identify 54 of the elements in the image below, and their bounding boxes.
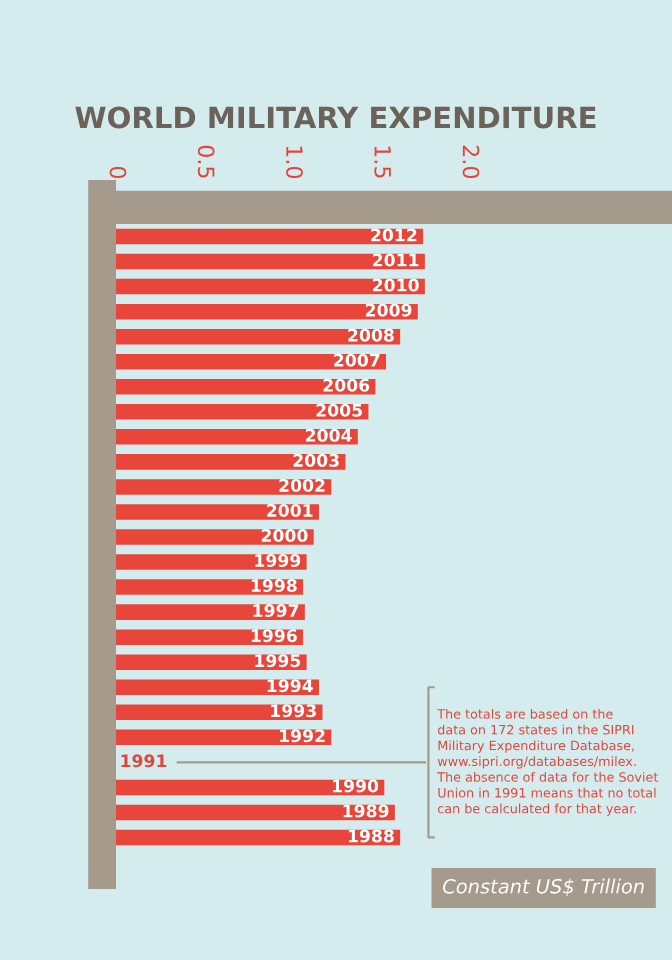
y-tick-label: 1989 bbox=[343, 804, 389, 818]
bar bbox=[116, 829, 401, 846]
bar bbox=[116, 554, 307, 570]
chart-title: WORLD MILITARY EXPENDITURE bbox=[75, 106, 596, 129]
y-tick-label: 2008 bbox=[348, 328, 394, 342]
y-tick-label: 2009 bbox=[365, 303, 412, 317]
y-tick-label: 1995 bbox=[255, 654, 301, 668]
bar bbox=[116, 679, 319, 695]
y-tick-label: 2007 bbox=[334, 353, 380, 367]
y-tick-label: 2001 bbox=[267, 503, 313, 517]
bar bbox=[116, 379, 376, 395]
y-tick-label: 2010 bbox=[373, 278, 419, 292]
y-tick-label: 2002 bbox=[279, 478, 325, 492]
y-tick-label: 2003 bbox=[293, 453, 339, 467]
bar bbox=[116, 404, 369, 420]
x-tick-label: 0.5 bbox=[197, 145, 215, 178]
bar bbox=[116, 303, 418, 320]
bar bbox=[116, 353, 387, 370]
bar bbox=[116, 328, 401, 345]
x-tick-label: 1.5 bbox=[374, 146, 391, 178]
y-tick-label: 1993 bbox=[271, 704, 316, 718]
bar bbox=[116, 228, 424, 245]
y-tick-label: 2011 bbox=[373, 253, 419, 267]
bar bbox=[116, 253, 425, 270]
y-tick-label: 1992 bbox=[280, 729, 325, 743]
bar bbox=[116, 479, 332, 495]
x-axis-title: Constant US$ Trillion bbox=[443, 878, 644, 897]
y-tick-label: 1998 bbox=[251, 579, 297, 593]
x-tick-label: 2.0 bbox=[462, 145, 480, 179]
bar bbox=[116, 804, 395, 821]
bar bbox=[116, 429, 358, 445]
bar bbox=[116, 454, 346, 470]
bar bbox=[116, 779, 385, 796]
y-tick-label: 2006 bbox=[323, 378, 370, 392]
bar bbox=[116, 629, 304, 645]
y-tick-label: 1997 bbox=[253, 604, 299, 618]
y-tick-label: 1988 bbox=[348, 829, 394, 843]
y-tick-label: 1994 bbox=[267, 679, 313, 693]
y-tick-label: 2000 bbox=[261, 528, 308, 542]
bar bbox=[116, 529, 314, 545]
y-tick-label: 1990 bbox=[333, 779, 379, 793]
y-tick-label: 1999 bbox=[255, 554, 301, 568]
bar bbox=[116, 278, 425, 295]
y-tick-label: 1996 bbox=[251, 629, 297, 643]
y-tick-label: 1991 bbox=[121, 754, 167, 768]
x-tick-label: 1.0 bbox=[286, 146, 303, 179]
bar bbox=[116, 604, 305, 620]
y-tick-label: 2012 bbox=[371, 228, 417, 242]
y-tick-label: 2005 bbox=[316, 403, 362, 417]
bar bbox=[116, 504, 319, 520]
y-tick-label: 2004 bbox=[305, 428, 352, 442]
bar bbox=[116, 654, 307, 670]
bar bbox=[116, 579, 304, 595]
x-tick-label: 0 bbox=[109, 166, 127, 179]
